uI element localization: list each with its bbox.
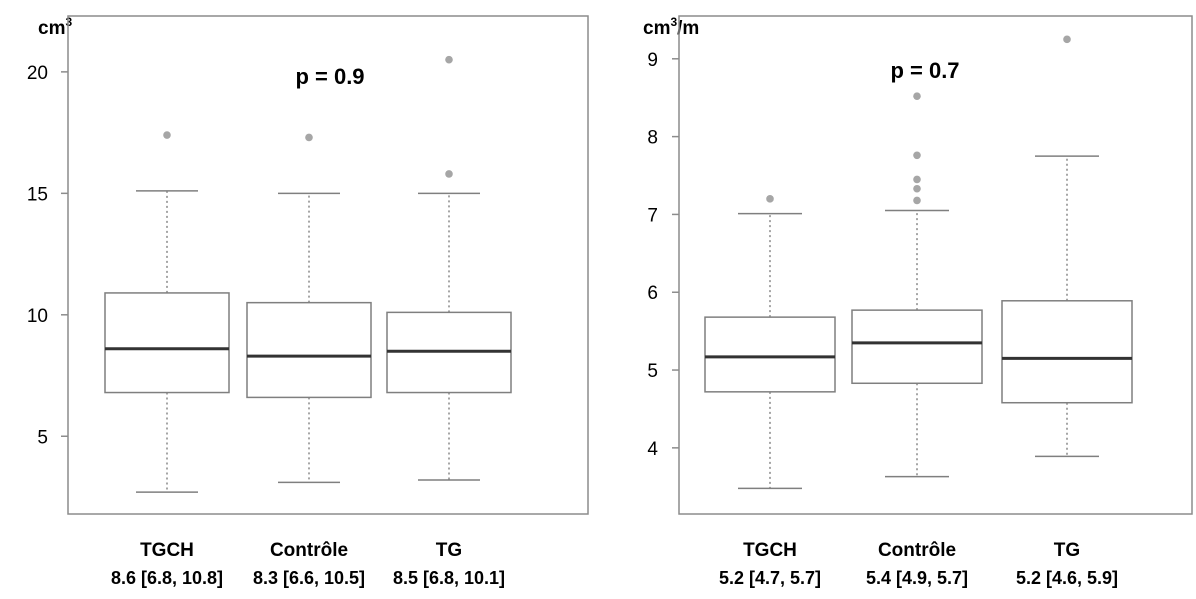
right-y-axis: 4 5 6 7 8 9 (647, 50, 679, 460)
left-boxplot-panel: cm3 5 10 15 20 p = 0.9 TGCH 8.6 [6.8, 10.8] C… (27, 15, 589, 588)
category-summary: 8.6 [6.8, 10.8] (111, 568, 223, 588)
category-summary: 8.3 [6.6, 10.5] (253, 568, 365, 588)
category-label: TGCH (140, 540, 194, 561)
outlier-point (445, 55, 453, 64)
y-tick-label: 15 (27, 184, 48, 205)
outlier-point (163, 131, 171, 139)
box-tgch (704, 195, 836, 490)
right-unit-label: cm3/m (643, 15, 699, 39)
left-unit-label: cm3 (38, 15, 72, 39)
outlier-point (913, 175, 921, 184)
category-summary: 5.2 [4.7, 5.7] (719, 568, 821, 588)
right-p-value: p = 0.7 (890, 58, 959, 83)
box-tg (1001, 35, 1133, 458)
right-plot-frame (678, 15, 1193, 515)
y-tick-label: 6 (647, 283, 658, 304)
outlier-point (1063, 35, 1071, 44)
y-tick-label: 7 (647, 205, 658, 226)
outlier-point (913, 184, 921, 193)
y-tick-label: 8 (647, 128, 658, 149)
outlier-point (913, 196, 921, 205)
category-summary: 5.4 [4.9, 5.7] (866, 568, 968, 588)
interquartile-box (104, 292, 230, 394)
box-tg (386, 55, 512, 481)
outlier-point (766, 195, 774, 203)
right-boxplot-panel: cm3/m 4 5 6 7 8 9 p = 0.7 TGCH 5.2 [4.7, 5.7] C… (643, 15, 1193, 588)
right-boxes (704, 35, 1133, 490)
interquartile-box (704, 316, 836, 393)
left-boxes (104, 55, 512, 493)
y-tick-label: 5 (647, 361, 658, 382)
right-category-labels: TGCH 5.2 [4.7, 5.7] Contrôle 5.4 [4.9, 5.7]… (719, 540, 1118, 588)
category-label: Contrôle (270, 540, 348, 561)
box-contrôle (851, 92, 983, 478)
box-tgch (104, 131, 230, 493)
y-tick-label: 5 (37, 427, 48, 448)
category-label: Contrôle (878, 540, 956, 561)
category-label: TGCH (743, 540, 797, 561)
interquartile-box (246, 301, 372, 399)
y-tick-label: 20 (27, 63, 48, 84)
y-tick-label: 10 (27, 306, 48, 327)
category-label: TG (1054, 540, 1080, 561)
left-y-axis: 5 10 15 20 (27, 63, 68, 448)
y-tick-label: 9 (647, 50, 658, 71)
outlier-point (445, 170, 453, 178)
interquartile-box (1001, 300, 1133, 404)
left-category-labels: TGCH 8.6 [6.8, 10.8] Contrôle 8.3 [6.6, 10.… (111, 540, 505, 588)
left-plot-frame (67, 15, 589, 515)
outlier-point (913, 151, 921, 160)
category-label: TG (436, 540, 462, 561)
y-tick-label: 4 (647, 439, 658, 460)
outlier-point (305, 133, 313, 142)
box-contrôle (246, 133, 372, 484)
left-p-value: p = 0.9 (295, 64, 364, 89)
outlier-point (913, 92, 921, 100)
category-summary: 5.2 [4.6, 5.9] (1016, 568, 1118, 588)
interquartile-box (851, 309, 983, 385)
category-summary: 8.5 [6.8, 10.1] (393, 568, 505, 588)
